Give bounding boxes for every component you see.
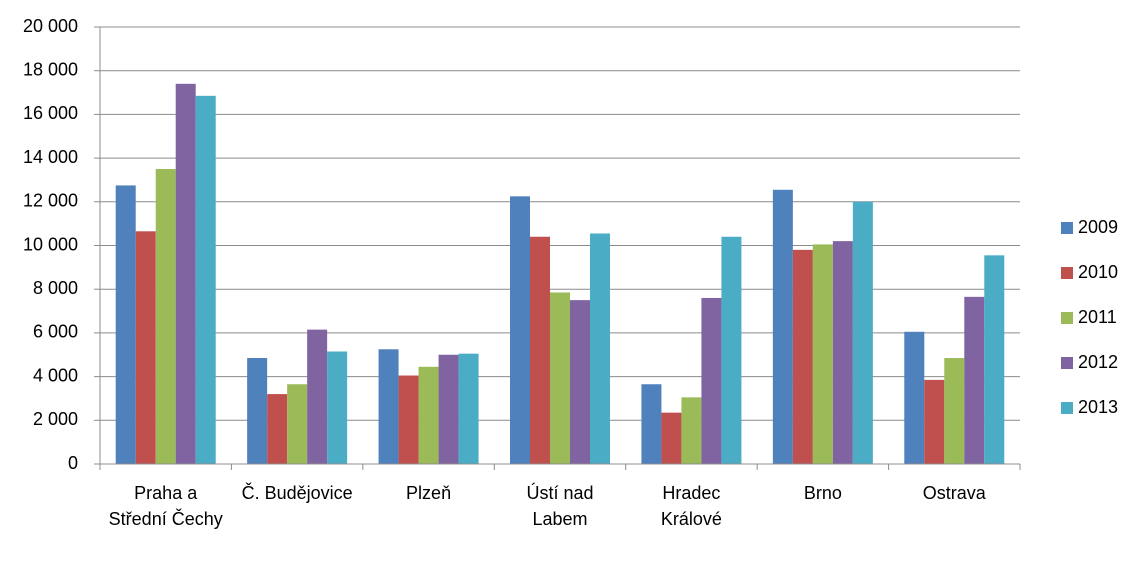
legend-swatch — [1061, 357, 1073, 369]
bar — [772, 189, 793, 464]
bar — [247, 358, 268, 464]
bar — [267, 394, 288, 464]
bar — [155, 169, 176, 464]
x-tick-label: Ústí nad Labem — [526, 483, 594, 529]
bar — [458, 353, 479, 464]
bar — [924, 379, 945, 464]
y-tick-label: 20 000 — [23, 16, 78, 36]
bar — [398, 375, 419, 464]
legend-swatch — [1061, 267, 1073, 279]
bar — [418, 366, 439, 464]
y-tick-label: 18 000 — [23, 59, 78, 79]
bar — [175, 83, 196, 464]
y-tick-label: 4 000 — [33, 365, 78, 385]
y-tick-label: 14 000 — [23, 147, 78, 167]
bar — [984, 255, 1005, 464]
bar — [307, 329, 328, 464]
legend-swatch — [1061, 222, 1073, 234]
bar — [195, 95, 216, 464]
bar — [287, 384, 308, 464]
bar — [641, 384, 662, 464]
bar — [661, 412, 682, 464]
bar — [438, 354, 459, 464]
x-tick-label: Ostrava — [922, 483, 986, 503]
bar — [964, 296, 985, 464]
bar — [570, 300, 590, 464]
bar — [812, 244, 833, 464]
bar — [115, 185, 136, 464]
legend-label: 2010 — [1078, 262, 1118, 282]
bar — [792, 249, 813, 464]
y-tick-label: 12 000 — [23, 191, 78, 211]
legend-label: 2013 — [1078, 397, 1118, 417]
x-tick-label: Plzeň — [406, 483, 452, 503]
legend-label: 2011 — [1078, 307, 1117, 327]
x-tick-label: Brno — [803, 483, 842, 503]
y-tick-label: 10 000 — [23, 234, 78, 254]
bar — [701, 297, 722, 464]
bar — [510, 196, 530, 464]
bar — [550, 292, 570, 464]
legend-swatch — [1061, 312, 1073, 324]
bar — [904, 331, 925, 464]
bar — [378, 349, 399, 464]
bar — [135, 231, 156, 464]
legend-label: 2009 — [1078, 217, 1118, 237]
y-tick-label: 6 000 — [33, 322, 78, 342]
y-tick-label: 2 000 — [33, 409, 78, 429]
bar — [852, 201, 873, 465]
y-tick-label: 8 000 — [33, 278, 78, 298]
bar — [832, 241, 853, 464]
y-tick-label: 0 — [68, 453, 78, 473]
x-tick-label: Praha a Střední Čechy — [108, 483, 223, 529]
legend-label: 2012 — [1078, 352, 1118, 372]
bar — [721, 236, 742, 464]
bar — [327, 351, 348, 464]
x-tick-label: Č. Budějovice — [241, 483, 353, 503]
bar — [944, 358, 965, 464]
legend-swatch — [1061, 402, 1073, 414]
bar — [590, 233, 610, 464]
bar — [681, 397, 702, 464]
x-tick-label: Hradec Králové — [660, 483, 722, 529]
y-tick-label: 16 000 — [23, 103, 78, 123]
bar — [530, 236, 550, 464]
